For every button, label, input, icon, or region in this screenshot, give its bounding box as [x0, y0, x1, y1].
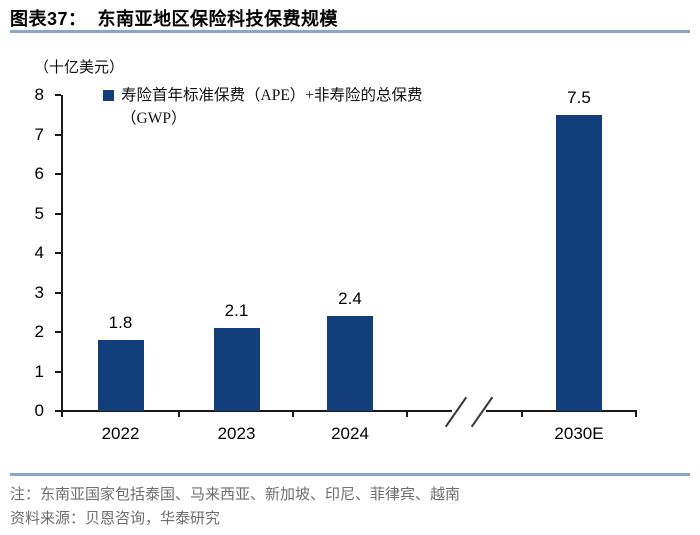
y-axis-tick-label: 3 [34, 282, 44, 302]
figure-title: 图表37： 东南亚地区保险科技保费规模 [10, 9, 339, 29]
y-axis-tick [55, 291, 61, 294]
y-axis-tick [55, 252, 61, 254]
y-axis-tick-label: 6 [34, 164, 44, 183]
y-axis-tick-label: 2 [34, 322, 44, 341]
bar-2023 [213, 328, 260, 411]
bar-value-label: 2.4 [338, 289, 362, 309]
x-axis-tick [635, 411, 637, 417]
x-category-label: 2023 [217, 424, 256, 443]
x-axis-segment-1 [61, 410, 452, 412]
title-divider [10, 30, 690, 33]
y-axis [61, 95, 63, 413]
x-axis-tick [178, 411, 180, 417]
axis-break-slash-1 [444, 396, 468, 428]
y-axis-tick-label: 7 [34, 124, 44, 144]
y-axis-tick [55, 212, 61, 215]
x-category-label: 2024 [331, 424, 369, 443]
bar-value-label: 7.5 [567, 87, 591, 107]
figure-note: 注：东南亚国家包括泰国、马来西亚、新加坡、印尼、菲律宾、越南 [10, 487, 461, 503]
chart-legend: 寿险首年标准保费（APE）+非寿险的总保费 （GWP） [103, 84, 423, 130]
x-category-label: 2030E [554, 424, 604, 443]
y-axis-tick-label: 5 [34, 203, 44, 223]
y-axis-tick [55, 370, 61, 373]
x-category-label: 2022 [101, 424, 140, 443]
y-axis-tick-label: 0 [34, 401, 44, 420]
y-axis-tick-label: 4 [34, 243, 44, 262]
axis-unit-label: （十亿美元） [34, 60, 125, 76]
bar-2024 [327, 316, 373, 411]
x-axis-tick [406, 411, 408, 417]
legend-label-line-2: （GWP） [121, 110, 187, 127]
bar-2030E [556, 114, 602, 411]
x-axis-tick [61, 411, 63, 417]
legend-swatch-icon [103, 90, 114, 101]
bar-2022 [97, 339, 144, 411]
legend-label-line-1: 寿险首年标准保费（APE）+非寿险的总保费 [121, 87, 423, 104]
bar-value-label: 2.1 [224, 301, 249, 321]
y-axis-tick [55, 94, 61, 96]
y-axis-tick [55, 173, 61, 175]
x-axis-segment-2 [486, 410, 637, 412]
y-axis-tick-label: 1 [34, 361, 44, 381]
legend-label: 寿险首年标准保费（APE）+非寿险的总保费 （GWP） [121, 84, 423, 130]
y-axis-tick [55, 331, 61, 333]
y-axis-tick-label: 8 [34, 85, 44, 104]
y-axis-tick [55, 133, 61, 136]
y-axis-tick [55, 410, 61, 412]
figure-source: 资料来源：贝恩咨询，华泰研究 [10, 511, 221, 527]
x-axis-tick [292, 411, 294, 417]
bar-value-label: 1.8 [108, 312, 133, 332]
axis-break-slash-2 [470, 396, 494, 428]
x-axis-tick [521, 411, 523, 417]
footer-divider [10, 473, 690, 476]
